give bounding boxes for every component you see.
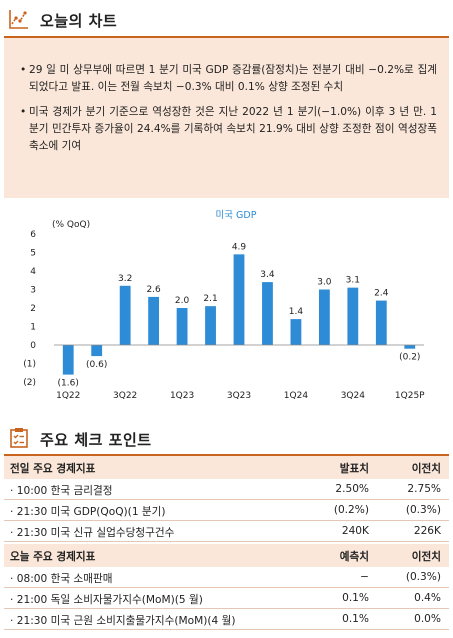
section-divider	[4, 36, 449, 38]
x-tick-label: 3Q23	[227, 391, 251, 401]
gdp-bar	[290, 319, 302, 345]
column-header-indicator: 전일 주요 경제지표	[10, 463, 96, 475]
summary-bullet: 미국 경제가 분기 기준으로 역성장한 것은 지난 2022 년 1 분기(−1…	[20, 104, 437, 155]
cell-actual: (0.2%)	[333, 504, 369, 516]
cell-actual: 240K	[341, 525, 369, 537]
y-axis-label: (% QoQ)	[52, 220, 90, 230]
table-row: 21:30 미국 근원 소비지출물가지수(MoM)(4 월) 0.1% 0.0%	[4, 609, 449, 630]
cell-previous: 2.75%	[407, 483, 441, 495]
column-header-forecast: 예측치	[339, 551, 369, 563]
cell-indicator: 21:00 독일 소비자물가지수(MoM)(5 월)	[10, 592, 203, 607]
gdp-bar	[91, 345, 103, 357]
cell-forecast: −	[360, 571, 369, 583]
gdp-bar	[347, 287, 359, 345]
section-title: 주요 체크 포인트	[40, 431, 152, 449]
y-tick-label: (1)	[23, 360, 36, 370]
data-label: 3.2	[118, 274, 132, 284]
summary-bullet: 29 일 미 상무부에 따르면 1 분기 미국 GDP 증감률(잠정치)는 전분…	[20, 62, 437, 96]
cell-previous: (0.3%)	[405, 571, 441, 583]
data-label: 2.0	[175, 296, 190, 306]
table-today-indicators: 오늘 주요 경제지표 예측치 이전치 08:00 한국 소매판매 − (0.3%…	[4, 544, 449, 630]
cell-forecast: 0.1%	[342, 613, 369, 625]
y-tick-label: 2	[30, 304, 36, 314]
data-label: (0.6)	[86, 360, 107, 370]
cell-forecast: 0.1%	[342, 592, 369, 604]
x-tick-label: 3Q22	[113, 391, 137, 401]
column-header-indicator: 오늘 주요 경제지표	[10, 551, 96, 563]
gdp-bar	[262, 282, 273, 345]
y-tick-label: 0	[30, 341, 36, 351]
gdp-bar	[205, 306, 216, 345]
y-tick-label: 3	[30, 286, 36, 296]
gdp-bar	[233, 254, 245, 345]
x-tick-label: 3Q24	[341, 391, 366, 401]
cell-previous: (0.3%)	[405, 504, 441, 516]
data-label: 3.4	[260, 270, 275, 280]
data-label: 4.9	[232, 242, 247, 252]
y-tick-label: 5	[30, 249, 36, 259]
cell-indicator: 08:00 한국 소매판매	[10, 571, 113, 586]
checklist-icon	[10, 428, 28, 448]
cell-indicator: 21:30 미국 GDP(QoQ)(1 분기)	[10, 504, 166, 519]
cell-indicator: 21:30 미국 신규 실업수당청구건수	[10, 525, 175, 540]
line-chart-icon	[9, 10, 28, 29]
cell-previous: 0.0%	[414, 613, 441, 625]
section-header-check-points: 주요 체크 포인트	[0, 421, 453, 455]
cell-indicator: 21:30 미국 근원 소비지출물가지수(MoM)(4 월)	[10, 613, 236, 628]
column-header-previous: 이전치	[411, 463, 441, 475]
section-divider	[4, 454, 449, 456]
y-tick-label: (2)	[23, 378, 36, 388]
cell-previous: 0.4%	[414, 592, 441, 604]
gdp-bar	[62, 345, 74, 375]
column-header-actual: 발표치	[339, 463, 369, 475]
gdp-bar	[404, 345, 416, 349]
data-label: (1.6)	[58, 379, 79, 389]
gdp-bar	[318, 289, 330, 345]
table-header: 오늘 주요 경제지표 예측치 이전치	[4, 544, 449, 567]
column-header-previous: 이전치	[411, 551, 441, 563]
table-header: 전일 주요 경제지표 발표치 이전치	[4, 456, 449, 479]
data-label: 3.1	[346, 276, 360, 286]
gdp-bar-chart: 미국 GDP (% QoQ) 6 5 4 3 2 1 0 (1) (2) (1.6) (0.6) 3…	[23, 210, 425, 401]
gdp-bar	[148, 296, 160, 345]
x-tick-label: 1Q23	[170, 391, 194, 401]
data-label: 2.4	[374, 289, 389, 299]
section-header-todays-chart: 오늘의 차트	[0, 2, 453, 36]
data-label: 2.6	[146, 285, 161, 295]
x-tick-label: 1Q22	[56, 391, 80, 401]
table-row: 08:00 한국 소매판매 − (0.3%)	[4, 567, 449, 588]
cell-actual: 2.50%	[335, 483, 369, 495]
table-row: 21:00 독일 소비자물가지수(MoM)(5 월) 0.1% 0.4%	[4, 588, 449, 609]
summary-panel: 29 일 미 상무부에 따르면 1 분기 미국 GDP 증감률(잠정치)는 전분…	[4, 38, 449, 198]
y-tick-label: 4	[30, 267, 36, 277]
gdp-bar	[375, 300, 387, 345]
gdp-bar	[119, 285, 131, 345]
table-row: 10:00 한국 금리결정 2.50% 2.75%	[4, 479, 449, 500]
data-label: 1.4	[289, 307, 304, 317]
y-tick-label: 6	[30, 230, 36, 240]
x-tick-label: 1Q25P	[395, 391, 425, 401]
data-label: (0.2)	[399, 353, 420, 363]
y-tick-label: 1	[30, 323, 36, 333]
section-title: 오늘의 차트	[40, 12, 118, 30]
cell-indicator: 10:00 한국 금리결정	[10, 483, 113, 498]
cell-previous: 226K	[413, 525, 441, 537]
table-row: 21:30 미국 신규 실업수당청구건수 240K 226K	[4, 521, 449, 542]
chart-title: 미국 GDP	[216, 210, 257, 221]
table-previous-day-indicators: 전일 주요 경제지표 발표치 이전치 10:00 한국 금리결정 2.50% 2…	[4, 456, 449, 542]
data-label: 3.0	[317, 278, 332, 288]
x-tick-label: 1Q24	[284, 391, 309, 401]
data-label: 2.1	[203, 294, 217, 304]
table-row: 21:30 미국 GDP(QoQ)(1 분기) (0.2%) (0.3%)	[4, 500, 449, 521]
gdp-bar	[176, 308, 188, 345]
